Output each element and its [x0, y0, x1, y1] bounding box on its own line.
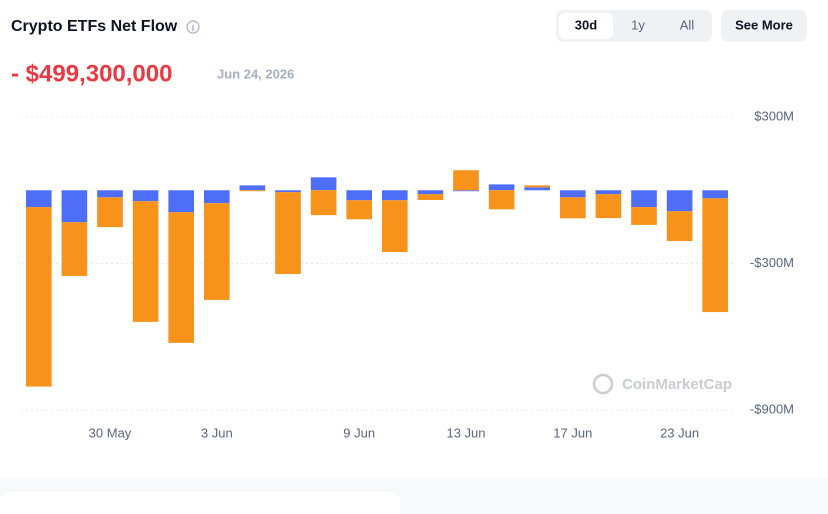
bar — [381, 200, 408, 253]
x-tick-label: 23 Jun — [660, 425, 699, 440]
x-tick-label: 3 Jun — [201, 425, 233, 440]
title: Crypto ETFs Net Flow — [11, 18, 178, 35]
bar — [702, 190, 729, 199]
y-tick-label: $300M — [754, 108, 794, 123]
bar — [239, 185, 266, 191]
chart: Crypto ETFs Net Flow 30d 1y All See More… — [11, 10, 807, 440]
net-flow-value: - $499,300,000 — [11, 60, 172, 87]
x-tick-label: 30 May — [89, 425, 132, 440]
bar — [239, 190, 266, 192]
bar — [488, 184, 515, 191]
bar — [666, 211, 693, 242]
range-button[interactable]: 30d — [575, 17, 597, 32]
range-button[interactable]: All — [680, 17, 695, 32]
bar — [275, 192, 301, 274]
y-tick-label: -$300M — [750, 255, 794, 270]
bar — [132, 201, 159, 322]
bar — [310, 190, 337, 216]
x-tick-label: 13 Jun — [446, 425, 485, 440]
bar — [25, 190, 52, 208]
x-tick-label: 17 Jun — [553, 425, 592, 440]
x-tick-label: 9 Jun — [343, 425, 375, 440]
bar — [488, 190, 515, 210]
bar — [203, 190, 230, 204]
bar — [417, 194, 444, 201]
see-more-label[interactable]: See More — [735, 17, 793, 32]
bar — [97, 197, 123, 228]
bar — [310, 177, 337, 191]
bar — [381, 190, 408, 201]
bar — [702, 198, 729, 313]
bar — [97, 190, 123, 198]
bar — [666, 190, 693, 212]
bar — [559, 190, 586, 198]
bar — [559, 197, 586, 219]
bar — [631, 207, 657, 225]
bar — [417, 190, 444, 195]
bar — [453, 170, 479, 191]
bar — [524, 187, 551, 191]
bar — [595, 190, 622, 195]
watermark-logo — [592, 373, 614, 395]
bar — [631, 190, 657, 208]
bar — [453, 190, 479, 192]
bar — [61, 222, 88, 276]
bar — [203, 203, 230, 300]
bar — [595, 194, 622, 219]
bar — [168, 190, 195, 213]
range-button[interactable]: 1y — [631, 17, 645, 32]
bar — [61, 190, 88, 223]
see-more-button[interactable] — [721, 10, 807, 42]
range-active[interactable] — [559, 13, 613, 39]
bar — [132, 190, 159, 202]
next-card — [0, 492, 400, 514]
bar — [346, 200, 373, 220]
bar — [524, 185, 551, 188]
net-flow-date: Jun 24, 2026 — [217, 66, 294, 81]
y-tick-label: -$900M — [750, 401, 794, 416]
info-icon[interactable] — [186, 20, 200, 34]
bar — [25, 207, 52, 387]
watermark: CoinMarketCap — [622, 376, 732, 393]
bar — [275, 190, 301, 193]
bar — [346, 190, 373, 201]
bar — [168, 212, 195, 343]
